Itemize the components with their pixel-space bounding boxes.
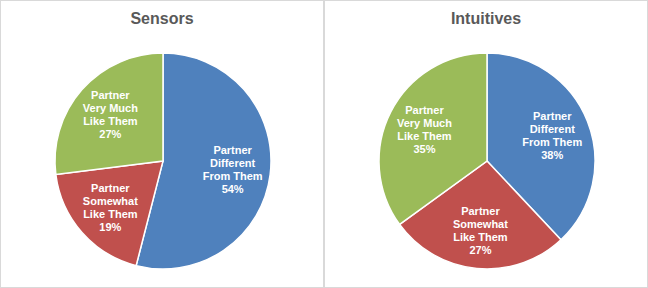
- data-label-line: Like Them: [453, 231, 508, 243]
- data-labels: PartnerDifferentFrom Them54%PartnerSomew…: [83, 89, 263, 233]
- pie-slice: [56, 161, 163, 266]
- panel-frame: [325, 1, 648, 288]
- data-label-line: 54%: [222, 183, 244, 195]
- data-label-line: Very Much: [397, 117, 452, 129]
- data-label-line: Like Them: [83, 115, 138, 127]
- pie-slice: [55, 53, 163, 175]
- data-label-line: 35%: [413, 143, 435, 155]
- data-label-line: Partner: [91, 89, 130, 101]
- data-label-line: Like Them: [83, 208, 138, 220]
- pie-panel: IntuitivesPartnerDifferentFrom Them38%Pa…: [325, 1, 648, 288]
- pie: [379, 53, 595, 269]
- data-label-line: 38%: [541, 149, 563, 161]
- data-label-line: Partner: [91, 182, 130, 194]
- data-label-line: Partner: [533, 110, 572, 122]
- data-label-line: 27%: [99, 128, 121, 140]
- chart-title: Intuitives: [451, 10, 521, 27]
- data-labels: PartnerDifferentFrom Them38%PartnerSomew…: [397, 104, 582, 257]
- data-label-line: Very Much: [83, 102, 138, 114]
- data-label-line: Partner: [405, 104, 444, 116]
- data-label-line: From Them: [203, 170, 263, 182]
- data-label: PartnerVery MuchLike Them35%: [397, 104, 452, 155]
- data-label-line: Somewhat: [453, 218, 508, 230]
- data-label-line: Different: [530, 123, 576, 135]
- chart-title: Sensors: [130, 10, 193, 27]
- data-label: PartnerVery MuchLike Them27%: [83, 89, 138, 140]
- data-label-line: Somewhat: [83, 195, 138, 207]
- data-label-line: 19%: [99, 221, 121, 233]
- data-label-line: From Them: [522, 136, 582, 148]
- data-label-line: Like Them: [397, 130, 452, 142]
- chart-canvas: SensorsPartnerDifferentFrom Them54%Partn…: [0, 0, 648, 288]
- data-label-line: Partner: [461, 205, 500, 217]
- data-label-line: Partner: [213, 144, 252, 156]
- pie-panel: SensorsPartnerDifferentFrom Them54%Partn…: [1, 1, 324, 288]
- data-label: PartnerDifferentFrom Them38%: [522, 110, 582, 161]
- pie: [55, 53, 271, 269]
- data-label: PartnerSomewhatLike Them27%: [453, 205, 508, 256]
- data-label-line: 27%: [469, 244, 491, 256]
- data-label-line: Different: [210, 157, 256, 169]
- data-label: PartnerDifferentFrom Them54%: [203, 144, 263, 195]
- data-label: PartnerSomewhatLike Them19%: [83, 182, 138, 233]
- pie-slice: [379, 53, 487, 224]
- panel-frame: [1, 1, 324, 288]
